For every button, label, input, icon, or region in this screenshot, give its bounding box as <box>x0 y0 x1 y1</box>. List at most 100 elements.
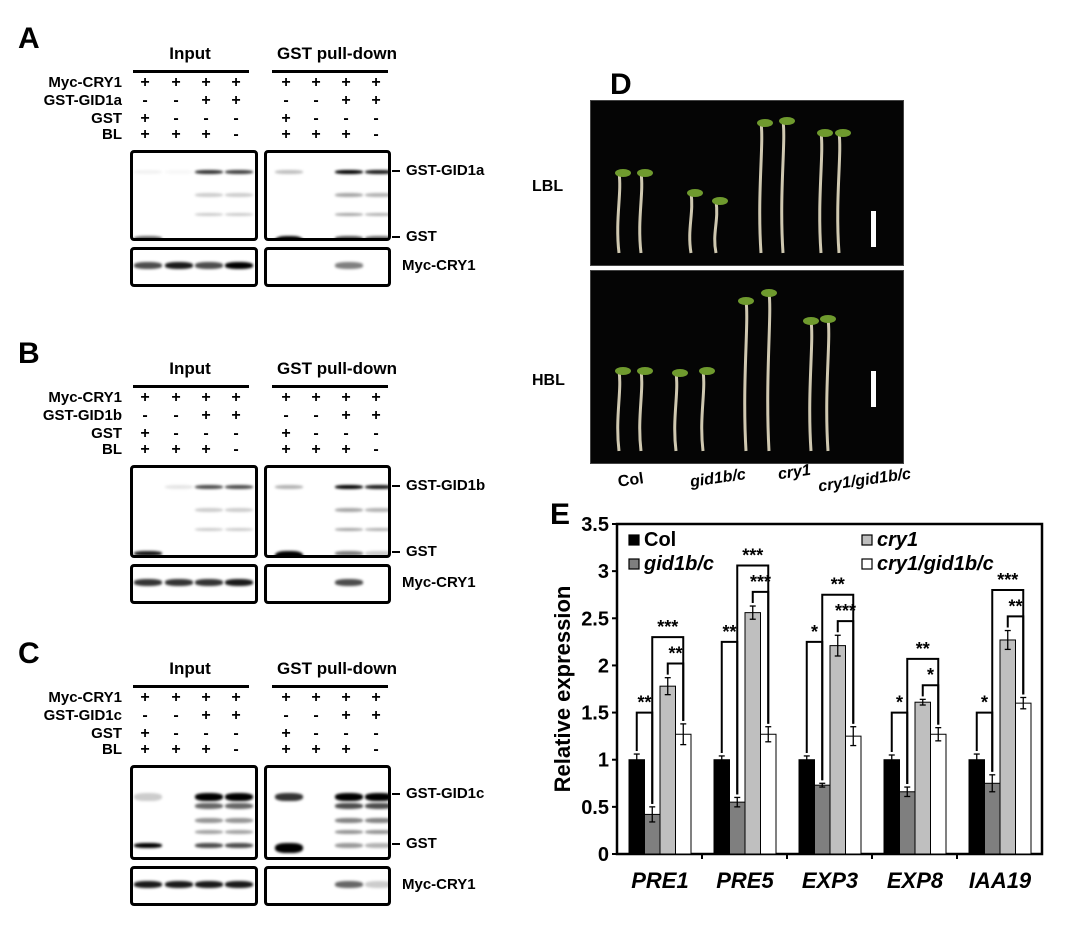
input-header: Input <box>169 359 211 378</box>
seedling <box>637 367 653 452</box>
protein-band <box>365 508 388 512</box>
seedling <box>835 129 851 254</box>
condition-label-lbl: LBL <box>532 178 564 195</box>
significance-stars: ** <box>668 644 682 664</box>
condition-sign: + <box>281 126 291 143</box>
condition-sign: - <box>233 441 239 458</box>
protein-band <box>195 818 223 823</box>
condition-sign: + <box>311 441 321 458</box>
condition-sign: - <box>373 725 379 742</box>
significance-bracket <box>736 564 770 795</box>
protein-band <box>134 262 162 269</box>
bar-cry1-gid1b-c-EXP8 <box>930 733 947 855</box>
condition-row-label: GST-GID1b <box>42 407 122 424</box>
protein-band <box>225 818 253 823</box>
bar-cry1-EXP3 <box>829 645 846 855</box>
condition-sign: + <box>171 126 181 143</box>
condition-sign: + <box>341 689 351 706</box>
protein-band <box>134 170 162 174</box>
panel-letter: C <box>18 637 40 670</box>
condition-label-hbl: HBL <box>532 372 565 389</box>
bar-cry1-EXP8 <box>914 701 931 855</box>
band-label-myc-cry1: Myc-CRY1 <box>402 876 476 893</box>
condition-sign: - <box>233 126 239 143</box>
protein-band <box>134 843 162 848</box>
y-tick-label: 3 <box>598 561 609 583</box>
x-tick-label: EXP8 <box>887 868 944 893</box>
bar-cry1-gid1b-c-PRE1 <box>675 733 692 855</box>
condition-sign: + <box>371 389 381 406</box>
protein-band <box>195 830 223 834</box>
x-tick-label: PRE1 <box>631 868 688 893</box>
significance-stars: ** <box>722 622 736 642</box>
condition-sign: + <box>201 92 211 109</box>
protein-band <box>225 170 253 174</box>
band-marker <box>392 793 400 795</box>
blot-pulldown-myc <box>264 564 391 604</box>
divider <box>133 70 249 73</box>
condition-sign: - <box>173 425 179 442</box>
bar-Col-PRE5 <box>713 759 730 855</box>
condition-sign: + <box>140 126 150 143</box>
condition-sign: - <box>343 725 349 742</box>
bar-chart: 0 0.5 1 1.5 2 2.5 3 3.5 Relative expression PRE1 *… <box>550 514 1044 893</box>
condition-sign: + <box>341 441 351 458</box>
divider <box>272 385 388 388</box>
protein-band <box>225 262 253 269</box>
legend-label: gid1b/c <box>643 553 714 575</box>
protein-band <box>335 262 363 269</box>
condition-sign: + <box>311 741 321 758</box>
bar-gid1b-c-EXP3 <box>814 784 831 855</box>
blot-input-myc <box>130 564 258 604</box>
protein-band <box>225 803 253 809</box>
condition-sign: + <box>311 389 321 406</box>
condition-sign: + <box>140 689 150 706</box>
condition-sign: + <box>341 407 351 424</box>
condition-sign: - <box>173 707 179 724</box>
protein-band <box>195 579 223 586</box>
protein-band <box>365 528 388 531</box>
protein-band <box>195 843 223 848</box>
protein-band <box>275 793 303 801</box>
band-label-gst: GST <box>406 835 437 852</box>
bar-Col-EXP8 <box>883 759 900 855</box>
condition-sign: - <box>203 725 209 742</box>
protein-band <box>335 551 363 555</box>
condition-sign: + <box>201 689 211 706</box>
band-label-gst-gid1: GST-GID1a <box>406 162 485 179</box>
y-tick-label: 2.5 <box>581 608 609 630</box>
condition-sign: + <box>171 689 181 706</box>
genotype-label-gid1bc: gid1b/c <box>689 466 747 491</box>
input-header: Input <box>169 659 211 678</box>
panel-d-letter: D <box>610 68 632 101</box>
condition-row-label: GST <box>91 725 122 742</box>
condition-row-label: GST <box>91 425 122 442</box>
y-tick-label: 1 <box>598 750 609 772</box>
significance-bracket <box>991 589 1025 772</box>
condition-row-label: GST <box>91 110 122 127</box>
protein-band <box>275 485 303 489</box>
protein-band <box>165 881 193 888</box>
seedling <box>615 169 631 254</box>
blot-pulldown-main <box>264 465 391 558</box>
significance-stars: ** <box>831 575 845 595</box>
protein-band <box>225 485 253 489</box>
condition-sign: + <box>171 741 181 758</box>
blot-input-main <box>130 765 258 860</box>
significance-stars: ** <box>1008 596 1022 616</box>
y-tick-label: 0.5 <box>581 797 609 819</box>
protein-band <box>335 528 363 531</box>
protein-band <box>335 485 363 489</box>
condition-sign: - <box>173 407 179 424</box>
significance-stars: *** <box>750 572 771 592</box>
condition-sign: - <box>142 92 148 109</box>
protein-band <box>365 843 388 848</box>
protein-band <box>335 170 363 174</box>
protein-band <box>195 803 223 809</box>
condition-sign: + <box>171 74 181 91</box>
seedling <box>712 197 728 254</box>
protein-band <box>165 262 193 269</box>
bar-cry1-PRE1 <box>659 685 676 855</box>
protein-band <box>225 793 253 801</box>
